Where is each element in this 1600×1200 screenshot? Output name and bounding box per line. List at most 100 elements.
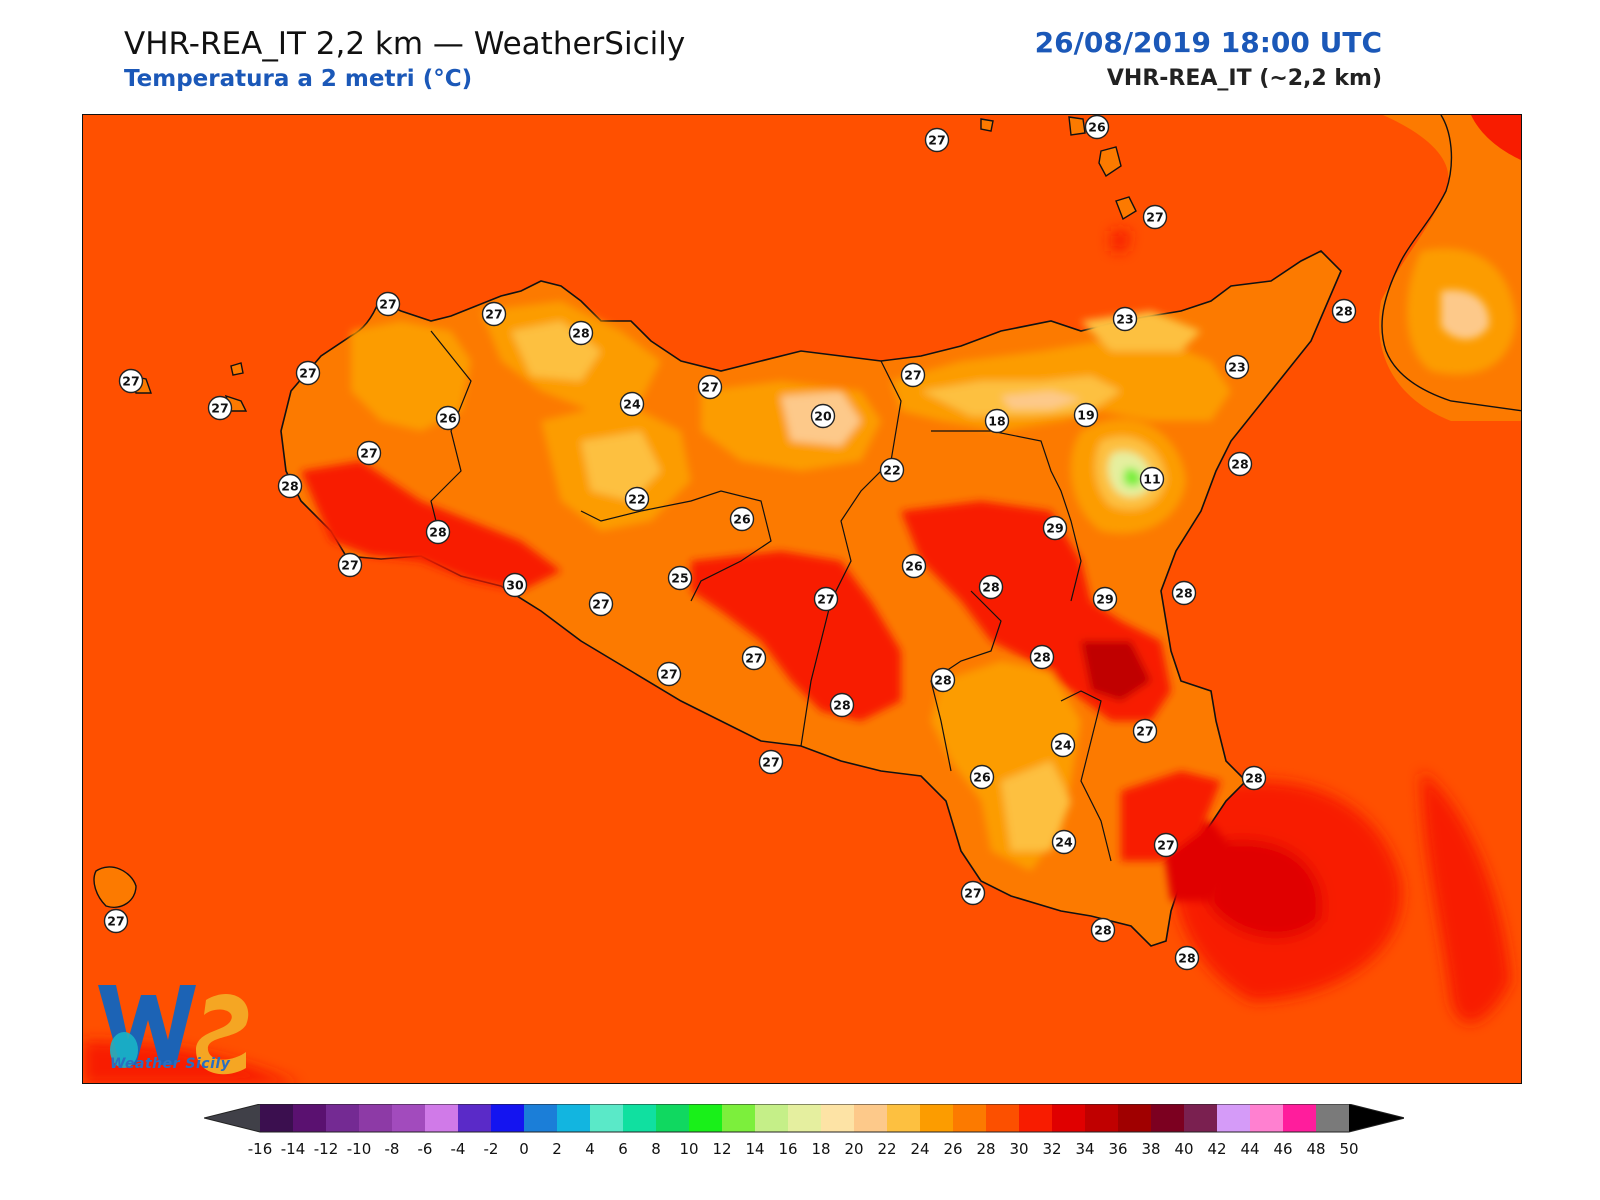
station-marker: 24: [1051, 829, 1077, 855]
station-marker: 27: [481, 301, 507, 327]
station-marker: 26: [1084, 115, 1110, 140]
calabria-coast: [1381, 115, 1521, 412]
station-value: 27: [928, 133, 945, 148]
station-value: 27: [701, 380, 718, 395]
colorbar-cell: [953, 1104, 987, 1132]
station-marker: 28: [978, 574, 1004, 600]
station-marker: 28: [1241, 765, 1267, 791]
station-value: 24: [1054, 738, 1072, 753]
station-value: 27: [1157, 838, 1174, 853]
model-name: VHR-REA_IT (~2,2 km): [1106, 66, 1382, 91]
station-value: 26: [1088, 120, 1106, 135]
colorbar-cell: [986, 1104, 1020, 1132]
station-circle: [295, 360, 321, 386]
station-value: 30: [506, 578, 524, 593]
station-value: 28: [1094, 923, 1111, 938]
station-circle: [729, 506, 755, 532]
station-marker: 28: [829, 692, 855, 718]
colorbar-tick-label: 6: [618, 1140, 628, 1158]
station-marker: 26: [435, 405, 461, 431]
colorbar-tick-label: 24: [910, 1140, 930, 1158]
station-marker: 27: [356, 440, 382, 466]
station-value: 27: [122, 374, 139, 389]
colorbar-tick-label: -12: [313, 1140, 339, 1158]
map-subtitle: Temperatura a 2 metri (°C): [124, 66, 473, 92]
station-value: 27: [592, 597, 609, 612]
station-circle: [813, 586, 839, 612]
station-value: 28: [429, 525, 446, 540]
temperature-colorbar: [204, 1104, 1404, 1133]
station-marker: 26: [969, 764, 995, 790]
station-circle: [1084, 115, 1110, 140]
station-circle: [1171, 580, 1197, 606]
station-marker: 27: [697, 374, 723, 400]
colorbar-cell: [458, 1104, 492, 1132]
station-circle: [924, 127, 950, 153]
colorbar-tick-label: 32: [1042, 1140, 1062, 1158]
station-circle: [1139, 466, 1165, 492]
station-marker: 27: [1153, 832, 1179, 858]
colorbar-cell: [359, 1104, 393, 1132]
colorbar-cell: [326, 1104, 360, 1132]
colorbar-cell: [1283, 1104, 1317, 1132]
station-marker: 27: [375, 291, 401, 317]
station-value: 28: [1231, 457, 1248, 472]
station-value: 27: [964, 886, 981, 901]
station-value: 28: [833, 698, 850, 713]
station-value: 27: [485, 307, 502, 322]
station-marker: 28: [1171, 580, 1197, 606]
station-marker: 27: [758, 749, 784, 775]
colorbar-tick-label: 10: [679, 1140, 699, 1158]
station-marker: 28: [1227, 451, 1253, 477]
station-value: 27: [1136, 724, 1153, 739]
colorbar-under-arrow: [204, 1104, 260, 1132]
station-value: 28: [572, 326, 589, 341]
colorbar-cell: [260, 1104, 294, 1132]
colorbar-cell: [557, 1104, 591, 1132]
station-circle: [568, 320, 594, 346]
station-value: 29: [1096, 592, 1113, 607]
colorbar-tick-label: 40: [1174, 1140, 1194, 1158]
station-marker: 22: [624, 486, 650, 512]
station-value: 26: [905, 559, 923, 574]
station-value: 27: [745, 651, 762, 666]
colorbar-cell: [1184, 1104, 1218, 1132]
station-marker: 26: [901, 553, 927, 579]
station-circle: [624, 486, 650, 512]
station-circle: [1224, 354, 1250, 380]
station-marker: 20: [810, 403, 836, 429]
colorbar-tick-label: 28: [976, 1140, 996, 1158]
station-value: 23: [1228, 360, 1245, 375]
station-circle: [1227, 451, 1253, 477]
colorbar-cell: [1151, 1104, 1185, 1132]
colorbar-cell: [854, 1104, 888, 1132]
colorbar-tick-label: 4: [585, 1140, 595, 1158]
station-circle: [900, 362, 926, 388]
station-marker: 24: [619, 391, 645, 417]
colorbar-cell: [920, 1104, 954, 1132]
station-marker: 27: [588, 591, 614, 617]
station-marker: 30: [502, 572, 528, 598]
station-value: 27: [1146, 210, 1163, 225]
station-circle: [984, 408, 1010, 434]
colorbar-tick-label: 50: [1339, 1140, 1359, 1158]
weathersicily-logo-icon: [98, 985, 249, 1075]
colorbar-tick-label: 14: [745, 1140, 765, 1158]
colorbar-tick-label: -10: [346, 1140, 372, 1158]
colorbar-cell: [392, 1104, 426, 1132]
station-marker: 27: [813, 586, 839, 612]
temperature-map: 27 26 27 27 27 28 27 27 26 27 27 28 24 27 20 27 23 23 28 18…: [82, 114, 1522, 1084]
colorbar-tick-label: -2: [483, 1140, 499, 1158]
station-circle: [829, 692, 855, 718]
colorbar-tick-label: 26: [943, 1140, 963, 1158]
station-value: 28: [1335, 304, 1352, 319]
station-value: 27: [379, 297, 396, 312]
colorbar-cell: [1019, 1104, 1053, 1132]
station-value: 26: [439, 411, 457, 426]
colorbar-tick-label: -4: [450, 1140, 466, 1158]
station-marker: 25: [667, 565, 693, 591]
station-marker: 26: [729, 506, 755, 532]
station-circle: [1073, 402, 1099, 428]
station-circle: [1029, 644, 1055, 670]
colorbar-tick-label: 16: [778, 1140, 798, 1158]
